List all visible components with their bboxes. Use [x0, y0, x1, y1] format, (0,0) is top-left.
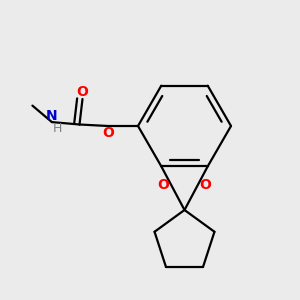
Text: N: N	[46, 109, 58, 122]
Text: O: O	[200, 178, 211, 192]
Text: O: O	[102, 126, 114, 140]
Text: H: H	[52, 122, 62, 135]
Text: O: O	[76, 85, 88, 99]
Text: O: O	[158, 178, 169, 192]
